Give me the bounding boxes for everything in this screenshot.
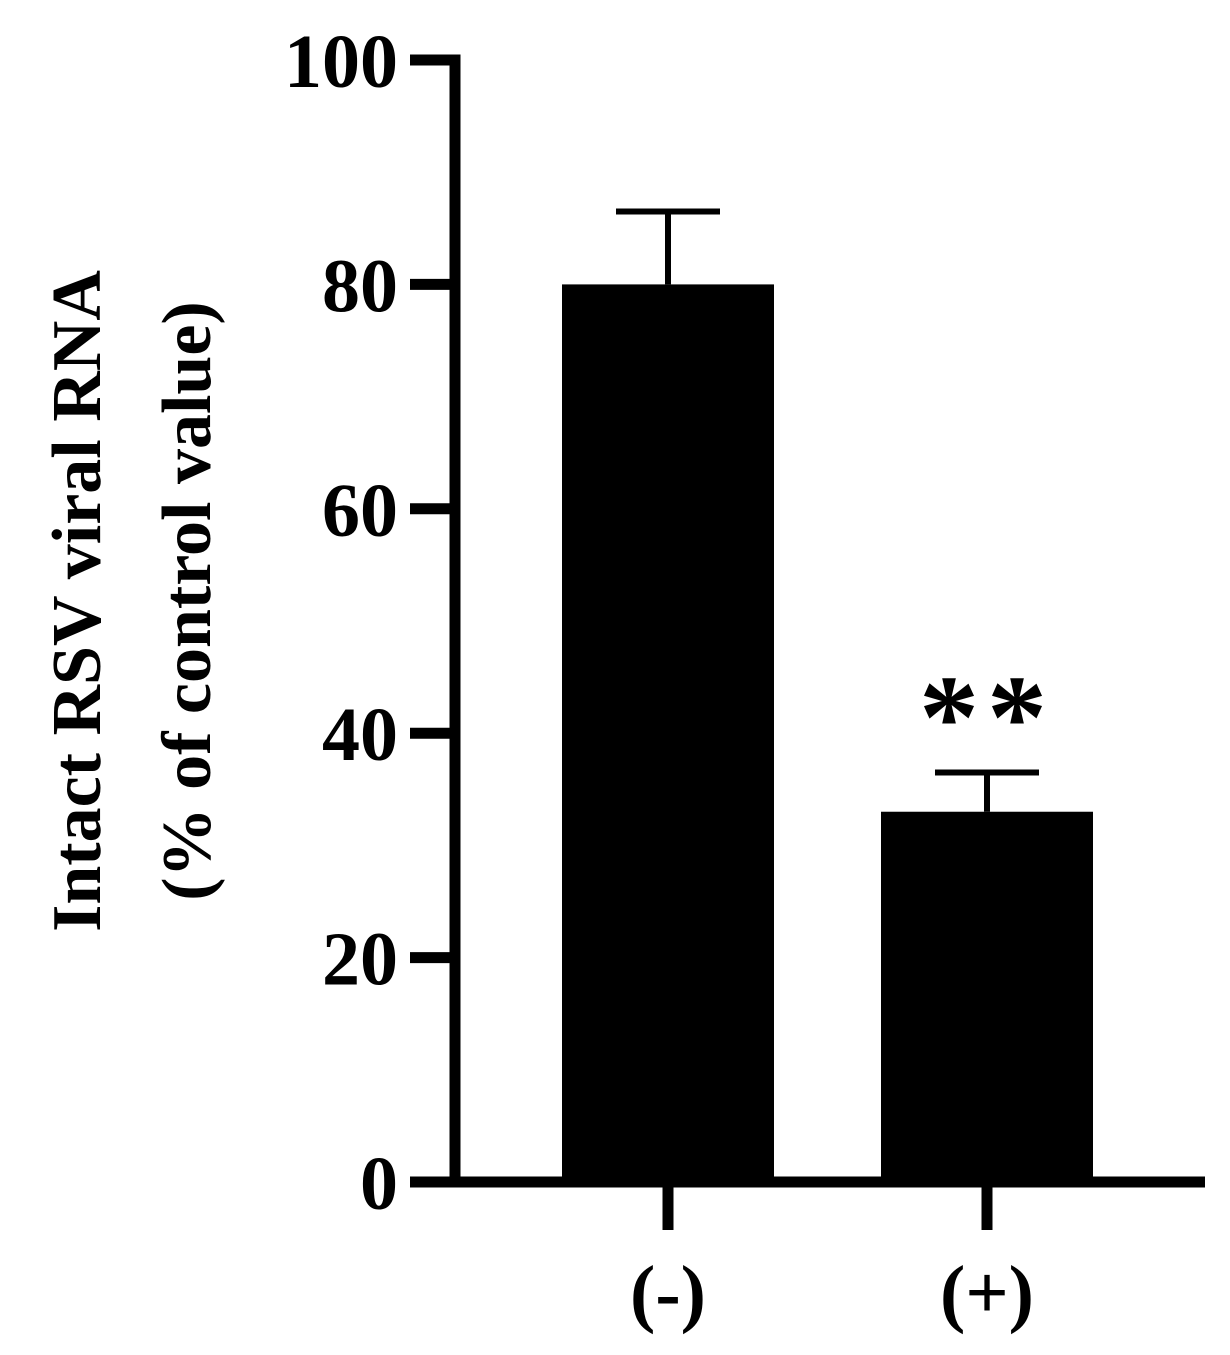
y-tick-label: 20 bbox=[322, 918, 398, 1002]
bar bbox=[562, 284, 774, 1182]
y-tick-label: 40 bbox=[322, 693, 398, 777]
y-tick-label: 60 bbox=[322, 469, 398, 553]
y-tick-label: 0 bbox=[360, 1142, 398, 1226]
bar bbox=[881, 811, 1093, 1182]
bars bbox=[562, 284, 1093, 1182]
y-axis-label-line: Intact RSV viral RNA bbox=[39, 270, 116, 932]
annotations: ** bbox=[919, 650, 1055, 783]
y-axis: 0 20 40 60 80 100 bbox=[284, 20, 461, 1226]
x-axis: (-) (+) bbox=[449, 1176, 1205, 1335]
x-tick-label: (+) bbox=[940, 1251, 1034, 1335]
significance-annotation: ** bbox=[919, 650, 1055, 783]
x-tick-label: (-) bbox=[630, 1251, 706, 1335]
y-tick-label: 100 bbox=[284, 20, 398, 104]
y-tick-label: 80 bbox=[322, 244, 398, 328]
y-axis-label: Intact RSV viral RNA (% of control value) bbox=[39, 270, 226, 932]
error-bars bbox=[616, 208, 1039, 812]
y-axis-label-line: (% of control value) bbox=[149, 301, 226, 900]
